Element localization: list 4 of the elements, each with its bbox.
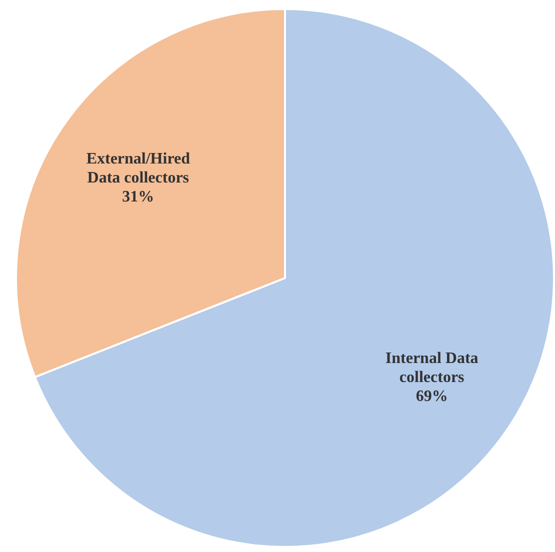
slice-label: Internal Data collectors bbox=[385, 350, 478, 386]
data-label: 69% bbox=[416, 388, 448, 405]
slice-label: External/Hired Data collectors bbox=[86, 150, 190, 186]
data-label: 31% bbox=[122, 188, 154, 206]
